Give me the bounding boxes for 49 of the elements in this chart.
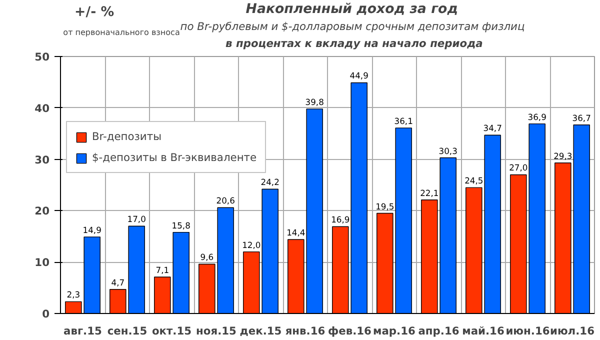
y-tick-label: 40 xyxy=(34,102,50,115)
x-tick-label: сен.15 xyxy=(107,324,148,338)
data-label: 36,1 xyxy=(394,116,413,126)
x-tick-label: мар.16 xyxy=(373,324,416,338)
data-label: 44,9 xyxy=(350,70,368,81)
data-label: 7,1 xyxy=(156,265,170,276)
y-tick-label: 30 xyxy=(34,153,50,166)
data-label: 29,3 xyxy=(554,150,572,161)
y-tick-label: 10 xyxy=(34,256,50,270)
y-tick-label: 20 xyxy=(34,204,50,218)
data-label: 36,9 xyxy=(528,112,546,122)
x-tick-label: апр.16 xyxy=(418,324,460,338)
data-label: 22,1 xyxy=(420,188,439,198)
data-label: 2,3 xyxy=(66,290,80,300)
x-tick-label: фев.16 xyxy=(328,324,372,338)
legend-label: $-депозиты в Br-эквиваленте xyxy=(92,151,257,164)
data-label: 24,2 xyxy=(260,177,280,188)
x-tick-label: июл.16 xyxy=(550,324,595,338)
legend-label: Br-депозиты xyxy=(92,130,162,143)
x-tick-label: янв.16 xyxy=(285,324,326,338)
y-tick-label: 50 xyxy=(34,50,50,64)
text: от первоначального взноса xyxy=(63,28,180,37)
data-label: 4,7 xyxy=(111,277,125,288)
data-label: 15,8 xyxy=(172,220,190,230)
data-label: 30,3 xyxy=(438,146,458,156)
x-tick-label: июн.16 xyxy=(506,324,550,338)
data-label: 20,6 xyxy=(216,196,235,206)
data-label: 14,4 xyxy=(286,227,306,238)
chart-title: Накопленный доход за год xyxy=(246,2,458,17)
data-label: 36,7 xyxy=(572,112,591,123)
x-tick-label: дек.15 xyxy=(240,324,282,338)
x-tick-label: окт.15 xyxy=(152,324,192,338)
x-tick-label: ноя.15 xyxy=(196,324,236,338)
data-label: 9,6 xyxy=(200,252,214,262)
data-label: 19,5 xyxy=(376,201,394,212)
y-tick-label: 0 xyxy=(42,308,50,320)
data-label: 17,0 xyxy=(127,214,146,224)
text: в процентах к вкладу на начало периода xyxy=(226,37,483,50)
data-label: 12,0 xyxy=(242,240,261,250)
y-axis-title: +/- % xyxy=(74,5,114,20)
x-tick-label: май.16 xyxy=(462,324,504,338)
data-label: 16,9 xyxy=(331,214,350,225)
data-label: 34,7 xyxy=(483,123,502,134)
data-label: 14,9 xyxy=(82,224,102,235)
data-label: 24,5 xyxy=(464,176,484,186)
data-label: 39,8 xyxy=(305,96,324,107)
data-label: 27,0 xyxy=(509,162,528,173)
chart-subtitle: по Br-рублевым и $-долларовым срочным депозитам физлиц xyxy=(180,20,525,33)
x-tick-label: авг.15 xyxy=(64,324,102,338)
